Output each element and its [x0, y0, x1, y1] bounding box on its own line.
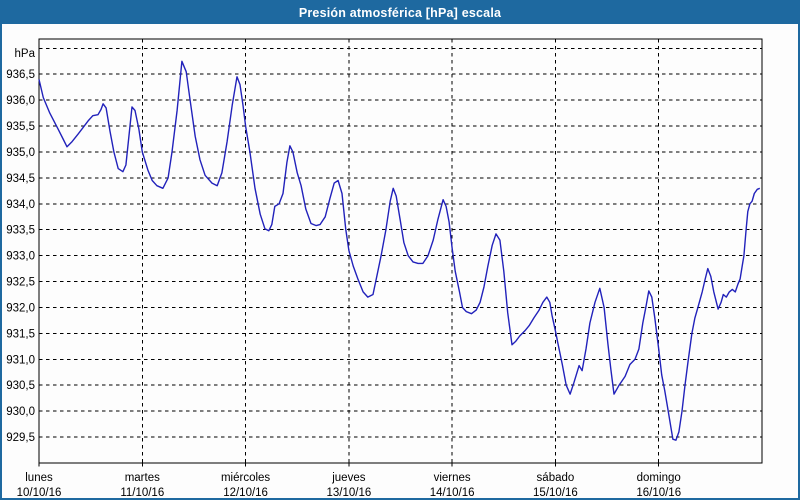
day-name-label: viernes [434, 472, 471, 484]
y-tick-label: 933,5 [6, 225, 35, 237]
y-tick-label: 931,5 [6, 328, 35, 340]
pressure-line-chart: 936,5 936,0 935,5 935,0 934,5 934,0 933,5 933,0… [6, 38, 763, 498]
chart-title-bar: Presión atmosférica [hPa] escala [2, 2, 798, 24]
y-tick-label: 936,0 [6, 95, 35, 107]
day-name-label: martes [125, 472, 160, 484]
y-axis-unit-label: hPa [15, 48, 36, 60]
day-date-label: 16/10/16 [636, 487, 681, 498]
y-tick-labels: 936,5 936,0 935,5 935,0 934,5 934,0 933,5 933,0… [6, 69, 35, 444]
plot-frame [38, 38, 763, 464]
y-tick-label: 935,5 [6, 121, 35, 133]
day-name-label: sábado [537, 472, 575, 484]
day-date-label: 11/10/16 [120, 487, 164, 498]
y-tick-label: 929,5 [6, 432, 35, 444]
y-tick-label: 934,0 [6, 199, 35, 211]
day-date-label: 12/10/16 [223, 487, 268, 498]
day-name-label: miércoles [221, 472, 270, 484]
pressure-series-line [38, 60, 761, 441]
x-day-labels: lunes 10/10/16 martes 11/10/16 miércoles 12/1… [17, 472, 681, 498]
y-tick-label: 935,0 [6, 147, 35, 159]
chart-area: 936,5 936,0 935,5 935,0 934,5 934,0 933,5 933,0… [2, 24, 798, 498]
day-date-label: 13/10/16 [326, 487, 371, 498]
y-tick-label: 933,0 [6, 251, 35, 263]
y-tick-label: 932,0 [6, 302, 35, 314]
chart-title: Presión atmosférica [hPa] escala [298, 6, 502, 20]
y-gridlines [39, 47, 762, 438]
y-tick-label: 930,5 [6, 380, 35, 392]
day-name-label: jueves [331, 472, 365, 484]
y-tick-label: 936,5 [6, 69, 35, 81]
y-tick-label: 934,5 [6, 173, 35, 185]
y-tick-label: 932,5 [6, 277, 35, 289]
day-date-label: 10/10/16 [17, 487, 62, 498]
day-name-label: lunes [25, 472, 53, 484]
y-tick-label: 930,0 [6, 406, 35, 418]
x-gridlines [38, 39, 660, 469]
day-name-label: domingo [637, 472, 681, 484]
day-date-label: 15/10/16 [533, 487, 578, 498]
day-date-label: 14/10/16 [430, 487, 475, 498]
y-tick-label: 931,0 [6, 354, 35, 366]
